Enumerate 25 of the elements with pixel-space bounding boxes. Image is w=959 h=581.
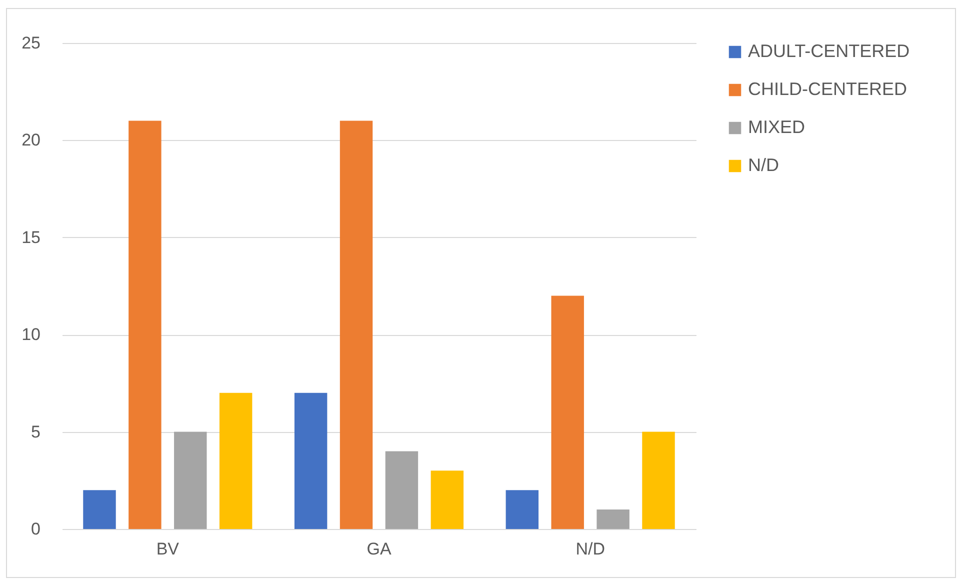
x-tick-label: BV bbox=[156, 540, 180, 558]
bar bbox=[596, 510, 630, 529]
y-tick-label: 25 bbox=[22, 34, 40, 52]
y-tick-label: 5 bbox=[31, 422, 40, 442]
x-tick-label: N/D bbox=[576, 540, 605, 558]
bar bbox=[430, 470, 464, 529]
legend-label: MIXED bbox=[748, 117, 806, 137]
x-tick-label: GA bbox=[366, 540, 392, 558]
bar bbox=[128, 120, 162, 529]
legend-label: CHILD-CENTERED bbox=[748, 79, 908, 99]
bar bbox=[83, 490, 116, 529]
y-tick-label: 15 bbox=[22, 228, 40, 247]
bar bbox=[294, 392, 328, 529]
bar bbox=[551, 296, 584, 529]
y-tick-label: 0 bbox=[31, 520, 40, 538]
y-tick-label: 10 bbox=[22, 325, 40, 344]
bar bbox=[219, 392, 252, 529]
bar bbox=[340, 120, 373, 529]
bar bbox=[642, 432, 675, 529]
y-tick-label: 20 bbox=[22, 130, 40, 150]
legend-label: N/D bbox=[748, 155, 779, 175]
bar bbox=[385, 451, 418, 529]
legend-label: ADULT-CENTERED bbox=[748, 41, 910, 61]
bar bbox=[506, 490, 539, 529]
bar bbox=[174, 432, 207, 529]
